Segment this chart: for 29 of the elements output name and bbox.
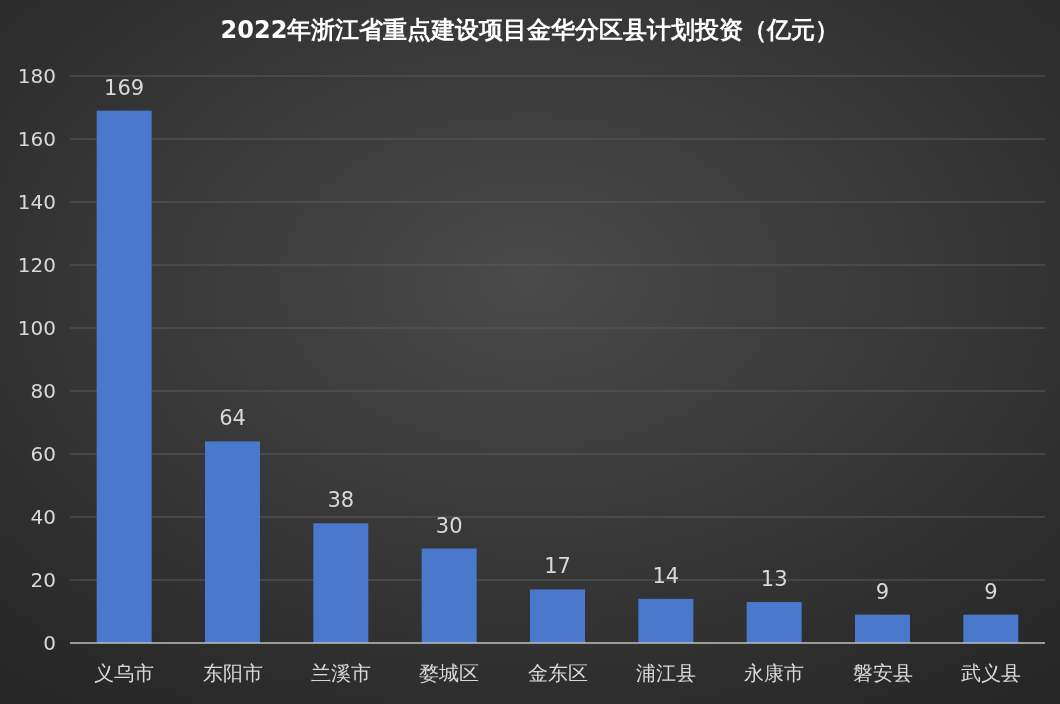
x-tick-label: 兰溪市 xyxy=(310,661,371,685)
y-tick-label: 120 xyxy=(17,253,56,277)
data-label: 64 xyxy=(219,406,246,431)
x-tick-label: 永康市 xyxy=(744,661,805,685)
x-tick-label: 义乌市 xyxy=(94,661,155,685)
data-label: 9 xyxy=(984,579,998,604)
data-label: 9 xyxy=(875,579,890,604)
x-tick-label: 婺城区 xyxy=(419,661,480,685)
data-label: 30 xyxy=(435,513,463,538)
y-tick-label: 0 xyxy=(43,631,56,655)
y-tick-label: 180 xyxy=(17,64,56,88)
y-tick-label: 40 xyxy=(30,505,56,529)
y-tick-label: 20 xyxy=(30,568,56,592)
x-tick-label: 浦江县 xyxy=(635,661,696,685)
data-label: 17 xyxy=(544,554,571,579)
y-tick-label: 160 xyxy=(17,127,56,151)
y-tick-label: 140 xyxy=(17,190,56,214)
data-label: 169 xyxy=(104,75,145,100)
data-label: 38 xyxy=(327,488,355,513)
x-tick-label: 磐安县 xyxy=(852,661,913,685)
x-tick-label: 武义县 xyxy=(960,661,1021,685)
x-tick-label: 金东区 xyxy=(527,661,588,685)
y-tick-label: 80 xyxy=(30,379,56,403)
chart-title: 2022年浙江省重点建设项目金华分区县计划投资（亿元） xyxy=(220,16,840,44)
data-label: 13 xyxy=(760,567,788,592)
x-tick-label: 东阳市 xyxy=(202,661,263,685)
y-tick-label: 60 xyxy=(30,442,56,466)
y-tick-label: 100 xyxy=(17,316,56,340)
data-label: 14 xyxy=(652,563,680,588)
